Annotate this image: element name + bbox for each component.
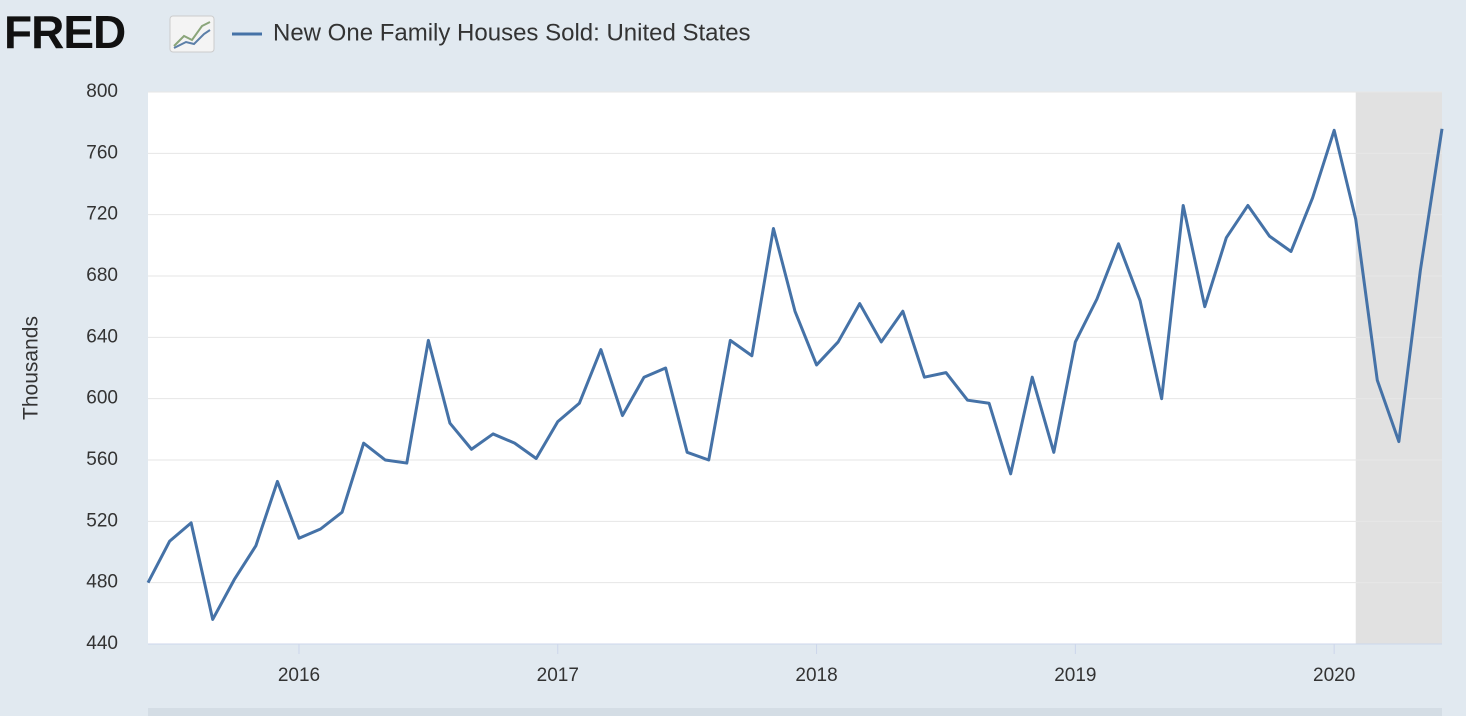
logo: FRED <box>4 6 125 58</box>
recession-shading <box>1355 92 1442 644</box>
plot-area <box>148 92 1442 644</box>
y-tick-label: 480 <box>86 572 118 593</box>
x-tick-label: 2016 <box>278 665 320 686</box>
x-tick-label: 2017 <box>537 665 579 686</box>
y-tick-label: 800 <box>86 81 118 102</box>
y-tick-label: 560 <box>86 449 118 470</box>
y-tick-label: 640 <box>86 326 118 347</box>
y-tick-label: 760 <box>86 142 118 163</box>
y-tick-label: 680 <box>86 265 118 286</box>
x-tick-label: 2019 <box>1054 665 1096 686</box>
logo-icon <box>169 15 215 53</box>
data-line <box>146 128 1444 621</box>
x-tick-label: 2018 <box>795 665 837 686</box>
y-tick-label: 440 <box>86 633 118 654</box>
y-tick-label: 600 <box>86 388 118 409</box>
y-tick-label: 720 <box>86 204 118 225</box>
scrollbar <box>148 708 1442 716</box>
legend-label: New One Family Houses Sold: United State… <box>273 19 751 46</box>
x-tick-label: 2020 <box>1313 665 1355 686</box>
y-tick-label: 520 <box>86 510 118 531</box>
y-axis-label: Thousands <box>20 316 43 420</box>
